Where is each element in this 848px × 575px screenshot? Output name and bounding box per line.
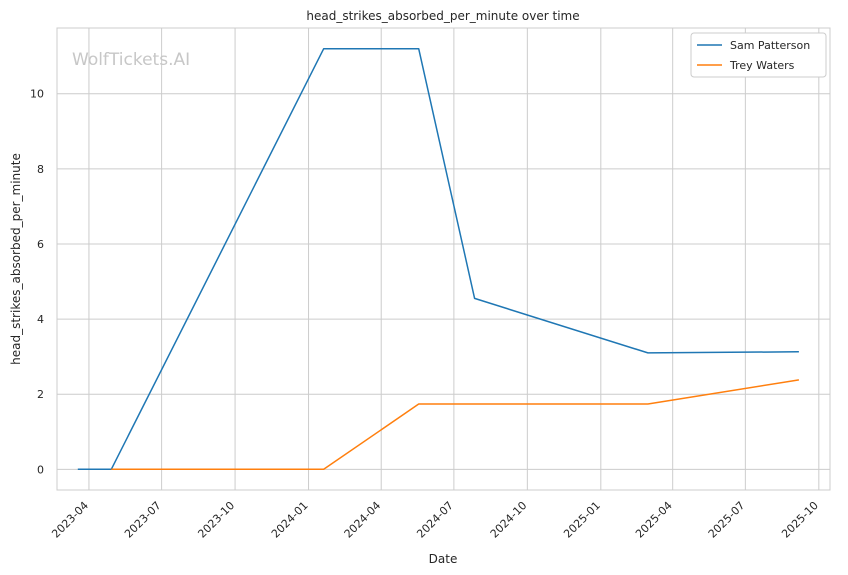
y-tick-label: 8 xyxy=(37,163,44,176)
x-tick-label: 2024-04 xyxy=(342,499,384,541)
x-tick-label: 2025-01 xyxy=(561,499,603,541)
y-axis-label: head_strikes_absorbed_per_minute xyxy=(9,153,23,365)
series-line-trey-waters xyxy=(111,379,800,471)
x-tick-label: 2025-10 xyxy=(779,499,821,541)
y-gridlines xyxy=(57,93,830,470)
x-tick-label: 2025-07 xyxy=(706,499,748,541)
x-tick-labels: 2023-04 2023-07 2023-10 2024-01 2024-04 2024-… xyxy=(49,499,821,541)
x-tick-label: 2023-10 xyxy=(196,499,238,541)
x-tick-label: 2025-04 xyxy=(633,499,675,541)
y-tick-label: 2 xyxy=(37,388,44,401)
y-tick-label: 0 xyxy=(37,463,44,476)
series-line-sam-patterson xyxy=(77,47,799,471)
x-tick-label: 2024-01 xyxy=(269,499,311,541)
chart-title: head_strikes_absorbed_per_minute over ti… xyxy=(306,9,579,23)
plot-frame xyxy=(56,27,831,491)
legend-label-sam-patterson: Sam Patterson xyxy=(730,39,810,52)
x-gridlines xyxy=(88,28,820,490)
x-axis-label: Date xyxy=(429,552,458,566)
legend-box xyxy=(690,32,827,78)
y-tick-label: 4 xyxy=(37,313,44,326)
series-lines xyxy=(77,47,800,471)
y-tick-label: 6 xyxy=(37,238,44,251)
x-tick-label: 2024-10 xyxy=(488,499,530,541)
y-tick-labels: 0 2 4 6 8 10 xyxy=(30,88,44,477)
legend: Sam Patterson Trey Waters xyxy=(690,32,827,78)
watermark-text: WolfTickets.AI xyxy=(72,50,190,70)
x-tick-label: 2024-07 xyxy=(414,499,456,541)
legend-label-trey-waters: Trey Waters xyxy=(729,59,795,72)
x-tick-label: 2023-07 xyxy=(122,499,164,541)
y-tick-label: 10 xyxy=(30,88,44,101)
x-tick-label: 2023-04 xyxy=(49,499,91,541)
